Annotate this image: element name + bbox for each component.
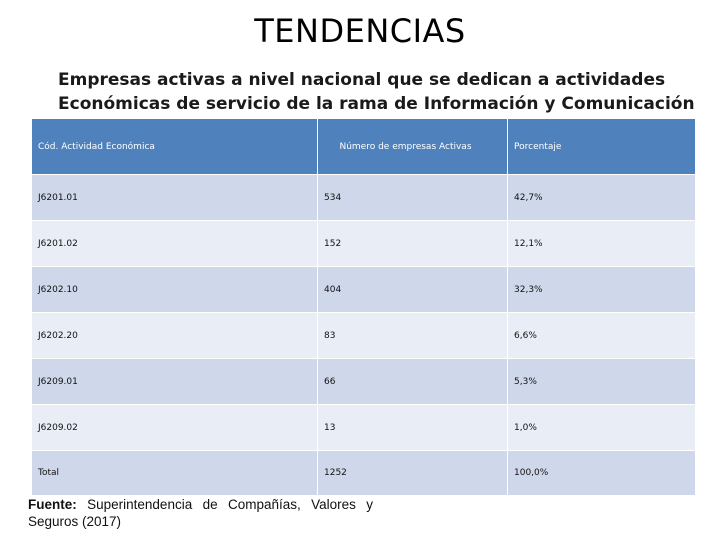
table-row: J6201.01 534 42,7% (31, 174, 696, 221)
subtitle-line-1: Empresas activas a nivel nacional que se… (58, 70, 666, 90)
source-label: Fuente: (28, 497, 77, 512)
cell-percent: 32,3% (507, 266, 696, 313)
cell-code: J6202.10 (31, 266, 318, 313)
cell-percent: 12,1% (507, 220, 696, 267)
cell-code: J6201.02 (31, 220, 318, 267)
header-code: Cód. Actividad Económica (31, 118, 318, 175)
header-count: Número de empresas Activas (317, 118, 508, 175)
cell-code: J6201.01 (31, 174, 318, 221)
cell-percent: 100,0% (507, 450, 696, 496)
table-header-row: Cód. Actividad Económica Número de empre… (31, 118, 696, 175)
cell-count: 66 (317, 358, 508, 405)
cell-code: J6202.20 (31, 312, 318, 359)
table-row: J6201.02 152 12,1% (31, 220, 696, 267)
cell-count: 534 (317, 174, 508, 221)
page-title: TENDENCIAS (254, 12, 466, 50)
cell-code: J6209.02 (31, 404, 318, 451)
source-note: Fuente: Superintendencia de Compañías, V… (28, 496, 373, 530)
cell-code: Total (31, 450, 318, 496)
cell-code: J6209.01 (31, 358, 318, 405)
table-row: J6202.20 83 6,6% (31, 312, 696, 359)
header-percent: Porcentaje (507, 118, 696, 175)
cell-percent: 5,3% (507, 358, 696, 405)
table-row: J6209.02 13 1,0% (31, 404, 696, 451)
cell-count: 1252 (317, 450, 508, 496)
cell-count: 404 (317, 266, 508, 313)
cell-count: 13 (317, 404, 508, 451)
cell-percent: 6,6% (507, 312, 696, 359)
table-row: J6202.10 404 32,3% (31, 266, 696, 313)
source-text: Superintendencia de Compañías, Valores y… (28, 497, 373, 529)
table-total-row: Total 1252 100,0% (31, 450, 696, 496)
table-row: J6209.01 66 5,3% (31, 358, 696, 405)
cell-percent: 1,0% (507, 404, 696, 451)
subtitle-line-2: Económicas de servicio de la rama de Inf… (58, 94, 695, 114)
cell-count: 152 (317, 220, 508, 267)
cell-count: 83 (317, 312, 508, 359)
companies-table: Cód. Actividad Económica Número de empre… (31, 118, 696, 496)
cell-percent: 42,7% (507, 174, 696, 221)
subtitle: Empresas activas a nivel nacional que se… (58, 68, 698, 116)
